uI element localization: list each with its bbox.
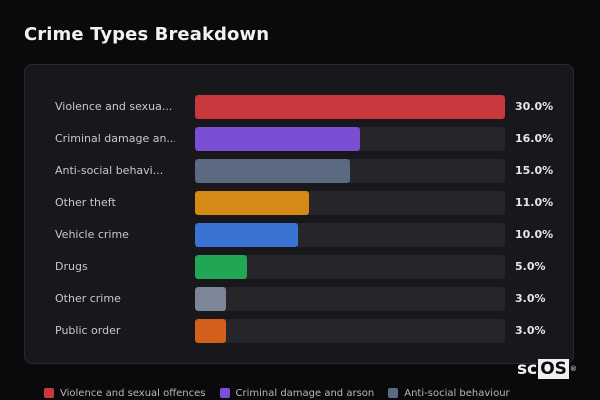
legend-label: Criminal damage and arson [235, 387, 375, 399]
chart-title: Crime Types Breakdown [24, 24, 270, 45]
bar [195, 159, 350, 183]
bar-label: Drugs [55, 260, 88, 273]
scos-logo: sc OS ® [517, 359, 577, 379]
bar [195, 95, 505, 119]
bar-label: Anti-social behavi... [55, 164, 164, 177]
bar-track [195, 159, 505, 183]
bar-track [195, 191, 505, 215]
legend-item: Anti-social behaviour [388, 386, 510, 400]
bar-label: Violence and sexua... [55, 100, 173, 113]
bar-row: Drugs 5.0% [25, 255, 575, 279]
bar [195, 319, 226, 343]
bar-row: Vehicle crime 10.0% [25, 223, 575, 247]
logo-text-a: sc [517, 359, 538, 379]
bar [195, 287, 226, 311]
bar-value-label: 3.0% [515, 324, 546, 337]
bar-label: Vehicle crime [55, 228, 129, 241]
bar-track [195, 319, 505, 343]
bar [195, 255, 247, 279]
bar-value-label: 10.0% [515, 228, 554, 241]
bar-row: Other theft 11.0% [25, 191, 575, 215]
logo-registered-mark: ® [569, 365, 577, 373]
bar-value-label: 15.0% [515, 164, 554, 177]
legend-item: Violence and sexual offences [44, 386, 206, 400]
legend-swatch [388, 388, 399, 398]
bar-track [195, 95, 505, 119]
logo-text-b: OS [538, 359, 569, 379]
bar-label: Public order [55, 324, 121, 337]
bar-value-label: 5.0% [515, 260, 546, 273]
bar-row: Other crime 3.0% [25, 287, 575, 311]
bar-track [195, 223, 505, 247]
bar-value-label: 11.0% [515, 196, 554, 209]
bar-value-label: 3.0% [515, 292, 546, 305]
bar-label: Other theft [55, 196, 116, 209]
bar-row: Anti-social behavi... 15.0% [25, 159, 575, 183]
chart-legend: Violence and sexual offences Criminal dam… [44, 386, 510, 400]
chart-panel: Violence and sexua... 30.0% Criminal damag… [24, 64, 574, 364]
bar [195, 127, 360, 151]
bar [195, 223, 298, 247]
bar-value-label: 30.0% [515, 100, 554, 113]
bar-row: Public order 3.0% [25, 319, 575, 343]
bar-label: Other crime [55, 292, 121, 305]
bar-track [195, 255, 505, 279]
legend-label: Violence and sexual offences [60, 387, 206, 399]
bar-track [195, 127, 505, 151]
legend-label: Anti-social behaviour [404, 387, 510, 399]
bar [195, 191, 309, 215]
bar-row: Criminal damage an... 16.0% [25, 127, 575, 151]
bar-row: Violence and sexua... 30.0% [25, 95, 575, 119]
bar-label: Criminal damage an... [55, 132, 175, 145]
legend-swatch [219, 388, 230, 398]
legend-item: Criminal damage and arson [219, 386, 375, 400]
bar-value-label: 16.0% [515, 132, 554, 145]
bar-track [195, 287, 505, 311]
legend-swatch [44, 388, 54, 398]
